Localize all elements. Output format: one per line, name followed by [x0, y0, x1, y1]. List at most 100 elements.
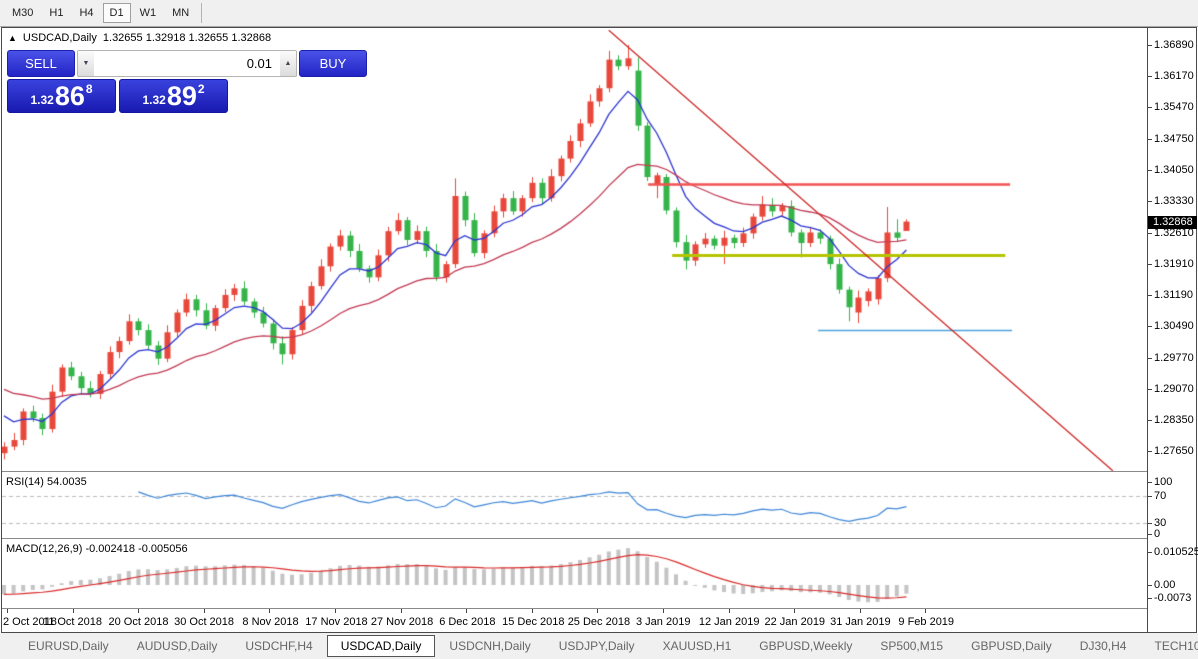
date-label: 22 Jan 2019 [764, 616, 826, 628]
price-axis-label-tick [1148, 388, 1152, 390]
date-tick [663, 609, 664, 613]
price-axis-label: 1.29770 [1154, 351, 1194, 364]
price-axis-label: 1.36890 [1154, 38, 1194, 51]
price-axis-label: 1.33330 [1154, 195, 1194, 208]
chart-ohlc-values: 1.32655 1.32918 1.32655 1.32868 [102, 32, 272, 44]
tab-gbpusd-weekly[interactable]: GBPUSD,Weekly [759, 639, 853, 653]
buy-price-display[interactable]: 1.32 89 2 [119, 79, 228, 113]
price-axis-label-tick [1148, 44, 1152, 46]
sell-price-base: 1.32 [30, 93, 54, 107]
timeframe-button-w1[interactable]: W1 [139, 7, 157, 19]
panel-divider[interactable] [2, 538, 1147, 539]
price-axis-label: 1.30490 [1154, 320, 1194, 333]
date-label: 30 Oct 2018 [174, 616, 235, 628]
toolbar-separator [201, 3, 203, 23]
rsi-axis-label: 0 [1154, 528, 1161, 540]
volume-stepper: ▼ ▲ [77, 50, 297, 77]
date-tick [269, 609, 271, 613]
price-axis-label-tick [1148, 138, 1152, 140]
timeframe-button-h1[interactable]: H1 [49, 7, 64, 19]
price-axis-label-tick [1148, 451, 1152, 453]
date-tick [531, 609, 533, 613]
rsi-axis-label: 100 [1154, 476, 1173, 488]
sell-price-pips: 86 [54, 81, 85, 111]
timeframe-toolbar: M30 H1 H4 D1 W1 MN [0, 0, 1198, 27]
volume-input[interactable] [94, 51, 280, 76]
date-tick [597, 609, 599, 613]
panel-divider[interactable] [2, 471, 1147, 472]
rsi-axis-label-tick [1148, 522, 1152, 524]
tab-usdjpy-daily[interactable]: USDJPY,Daily [558, 639, 635, 653]
rsi-label: RSI(14) 54.0035 [6, 476, 87, 488]
one-click-trading-widget: SELL ▼ ▲ BUY 1.32 86 8 1.32 89 2 [7, 50, 367, 113]
tab-usdchf-h4[interactable]: USDCHF,H4 [245, 639, 313, 653]
tab-xauusd-h1[interactable]: XAUUSD,H1 [662, 639, 732, 653]
tab-eurusd-daily[interactable]: EURUSD,Daily [28, 639, 109, 653]
tab-sp500-m15[interactable]: SP500,M15 [880, 639, 944, 653]
volume-increment-button[interactable]: ▲ [280, 51, 296, 76]
price-axis-label-tick [1148, 357, 1152, 359]
buy-price-point: 2 [197, 82, 205, 96]
macd-axis-label-tick [1148, 598, 1152, 599]
macd-axis-label: 0.00 [1154, 579, 1176, 591]
date-label: 20 Oct 2018 [108, 616, 169, 628]
price-axis-label: 1.36170 [1154, 70, 1194, 83]
rsi-axis-label: 70 [1154, 490, 1167, 503]
buy-price-base: 1.32 [142, 93, 166, 107]
sell-price-point: 8 [85, 82, 93, 96]
tab-gbpusd-daily[interactable]: GBPUSD,Daily [971, 639, 1052, 653]
chart-symbol-title: USDCAD,Daily [22, 32, 97, 44]
buy-button[interactable]: BUY [299, 50, 367, 77]
price-axis-label: 1.35470 [1154, 101, 1194, 114]
price-axis-label-tick [1148, 420, 1152, 422]
panel-divider [2, 608, 1147, 609]
price-axis: 1.36890 1.36170 1.35470 1.34750 1.34050 1.333… [1147, 28, 1198, 632]
timeframe-button-d1[interactable]: D1 [102, 3, 131, 23]
chart-tab-bar: EURUSD,Daily AUDUSD,Daily USDCHF,H4 USDCAD,… [0, 633, 1198, 659]
rsi-indicator-canvas[interactable] [2, 473, 1147, 538]
date-label: 2 Oct 2018 [3, 616, 57, 628]
date-label: 17 Nov 2018 [305, 616, 368, 628]
date-tick [728, 609, 730, 613]
tab-usdcad-daily[interactable]: USDCAD,Daily [326, 635, 436, 657]
date-tick [859, 609, 861, 613]
date-tick [203, 609, 205, 613]
collapse-chart-icon[interactable]: ▲ [8, 32, 17, 43]
price-axis-label-tick [1148, 107, 1152, 109]
chart-window: 2 Oct 2018 11 Oct 2018 20 Oct 2018 30 Oct 2… [1, 27, 1198, 633]
date-tick [335, 609, 336, 613]
date-tick [7, 609, 8, 613]
macd-axis-label: 0.010525 [1154, 546, 1198, 558]
tab-audusd-daily[interactable]: AUDUSD,Daily [136, 639, 218, 653]
date-label: 15 Dec 2018 [502, 616, 565, 628]
price-axis-label: 1.32610 [1154, 226, 1194, 239]
timeframe-button-mn[interactable]: MN [172, 7, 190, 19]
date-label: 9 Feb 2019 [898, 616, 955, 628]
tab-tech100-h1[interactable]: TECH100,H1 [1154, 639, 1198, 653]
volume-decrement-button[interactable]: ▼ [78, 51, 94, 76]
date-tick [72, 609, 74, 613]
macd-label: MACD(12,26,9) -0.002418 -0.005056 [6, 543, 188, 555]
rsi-axis-label-tick [1148, 534, 1152, 535]
tab-dj30-h4[interactable]: DJ30,H4 [1079, 639, 1127, 653]
tab-usdcnh-daily[interactable]: USDCNH,Daily [449, 639, 531, 653]
timeframe-button-m30[interactable]: M30 [12, 7, 34, 19]
date-label: 11 Oct 2018 [42, 616, 103, 628]
sell-button[interactable]: SELL [7, 50, 75, 77]
sell-price-display[interactable]: 1.32 86 8 [7, 79, 116, 113]
date-label: 6 Dec 2018 [439, 616, 496, 628]
date-label: 27 Nov 2018 [370, 616, 434, 628]
price-axis-label: 1.28350 [1154, 414, 1194, 427]
macd-axis-label-tick [1148, 585, 1152, 586]
macd-indicator-canvas[interactable] [2, 540, 1147, 608]
price-axis-label: 1.34050 [1154, 163, 1194, 176]
date-label: 8 Nov 2018 [242, 616, 299, 628]
buy-price-pips: 89 [166, 81, 197, 111]
timeframe-button-h4[interactable]: H4 [79, 7, 94, 19]
date-tick [925, 609, 927, 613]
date-tick [794, 609, 796, 613]
macd-axis-label-tick [1148, 552, 1152, 553]
price-axis-label-tick [1148, 263, 1152, 265]
current-price-badge: 1.32868 [1148, 215, 1197, 229]
